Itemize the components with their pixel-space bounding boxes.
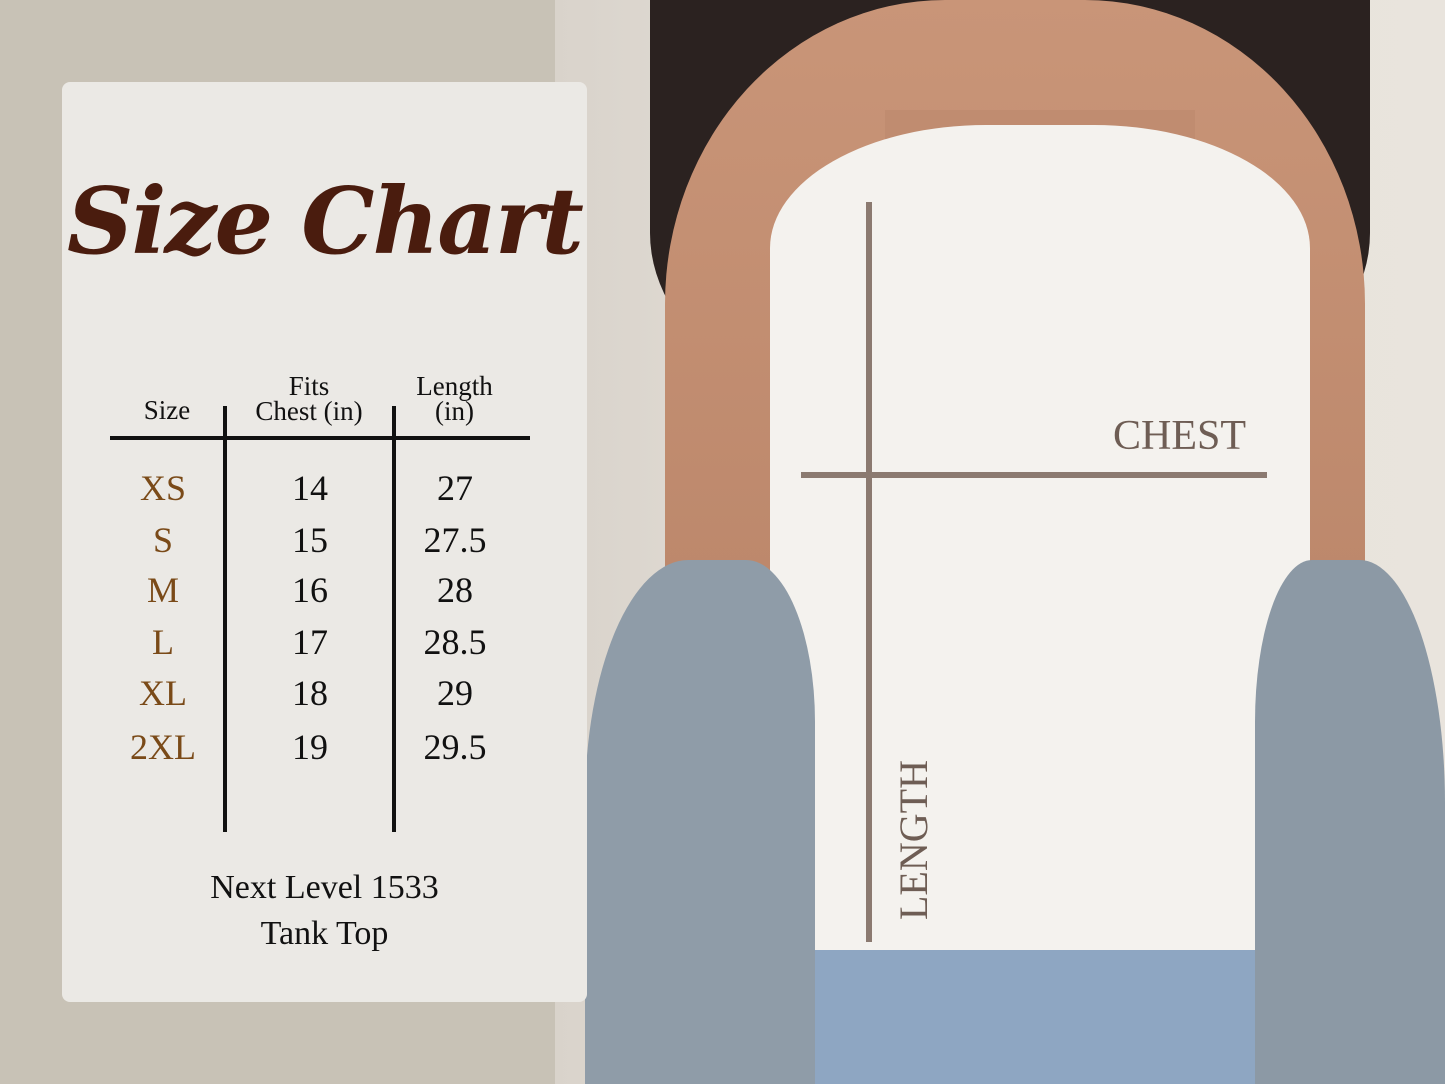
jeans	[755, 950, 1315, 1084]
cell-length: 27	[437, 468, 473, 508]
cell-chest: 15	[292, 520, 328, 560]
cell-size: S	[152, 520, 174, 560]
column-divider	[392, 406, 396, 832]
header-chest: Fits Chest (in)	[234, 371, 384, 426]
header-chest-line2: Chest (in)	[255, 396, 363, 426]
header-chest-line1: Fits	[288, 371, 330, 401]
cell-chest: 17	[292, 622, 328, 662]
cell-size: M	[146, 570, 179, 610]
tank-top	[770, 125, 1310, 1005]
cell-chest: 16	[292, 570, 328, 610]
column-divider	[223, 406, 227, 832]
header-length-line2: (in)	[435, 396, 474, 426]
chest-label: CHEST	[1113, 413, 1247, 459]
size-chart-panel: Size Chart Size Fits Chest (in) Length (…	[62, 82, 587, 1002]
header-length: Length (in)	[397, 371, 512, 426]
cell-length: 27.5	[423, 520, 487, 560]
cell-size: XS	[139, 468, 187, 508]
length-label: LENGTH	[891, 760, 936, 920]
header-length-line1: Length	[416, 371, 493, 401]
chest-measure-line	[801, 472, 1267, 478]
header-divider	[110, 436, 530, 440]
length-measure-line	[866, 202, 872, 942]
cell-chest: 19	[292, 727, 328, 767]
cell-size: XL	[139, 673, 187, 713]
product-name: Next Level 1533 Tank Top	[62, 865, 587, 957]
cell-length: 28.5	[423, 622, 487, 662]
product-line2: Tank Top	[260, 915, 389, 952]
cell-length: 29.5	[423, 727, 487, 767]
cardigan-right	[1255, 560, 1445, 1084]
product-line1: Next Level 1533	[210, 869, 439, 906]
chart-title: Size Chart	[67, 167, 584, 275]
header-size: Size	[143, 395, 191, 425]
cell-length: 29	[437, 673, 473, 713]
cell-chest: 18	[292, 673, 328, 713]
model-photo: CHEST LENGTH	[555, 0, 1445, 1084]
cell-length: 28	[437, 570, 473, 610]
cell-size: L	[152, 622, 174, 662]
cardigan-left	[585, 560, 815, 1084]
cell-chest: 14	[292, 468, 328, 508]
cell-size: 2XL	[130, 727, 196, 767]
